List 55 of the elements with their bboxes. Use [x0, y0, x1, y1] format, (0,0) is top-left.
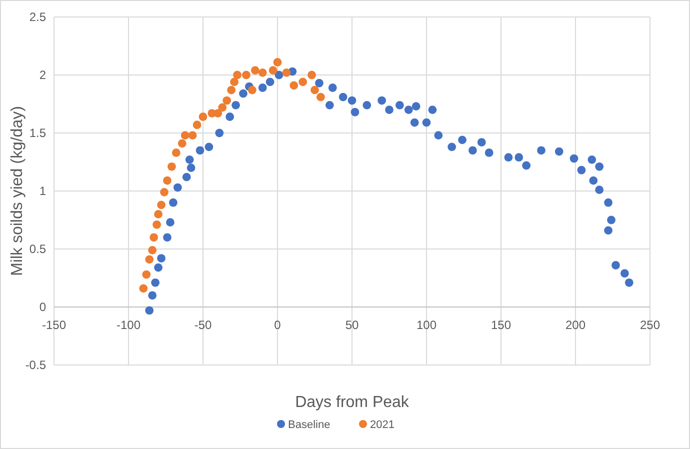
y-axis-title: Milk soilds yied (kg/day) [9, 106, 26, 276]
point [214, 109, 222, 118]
point [157, 200, 166, 210]
point [142, 270, 151, 279]
y-tick-label: 2 [39, 68, 46, 82]
point [230, 78, 238, 86]
point [298, 78, 308, 86]
point [258, 68, 267, 77]
y-tick-label: 2.5 [29, 10, 46, 24]
x-tick-label: 50 [345, 318, 359, 332]
x-tick-label: -150 [42, 318, 66, 332]
point [160, 188, 168, 196]
point [139, 284, 148, 293]
point [273, 58, 282, 66]
point [316, 92, 325, 102]
point [290, 81, 298, 90]
point [188, 131, 197, 140]
y-tick-label: 0.5 [29, 242, 46, 256]
point [152, 220, 162, 229]
point [180, 131, 190, 140]
point [178, 139, 186, 148]
point [242, 70, 250, 80]
point [192, 120, 202, 130]
point [154, 210, 162, 218]
legend-label: 2021 [370, 419, 394, 431]
point [227, 86, 236, 94]
point [250, 66, 260, 75]
point [268, 66, 278, 75]
point [172, 148, 180, 157]
x-tick-label: 200 [565, 318, 586, 332]
x-tick-label: -100 [116, 318, 141, 332]
point [150, 233, 158, 242]
point [222, 96, 232, 105]
point [282, 68, 291, 77]
point [148, 246, 157, 254]
legend-label: Baseline [288, 419, 330, 431]
point [198, 112, 208, 121]
x-tick-label: 250 [640, 318, 660, 332]
x-axis-title: Days from Peak [295, 394, 410, 411]
point [168, 162, 176, 171]
point [310, 86, 319, 94]
point [308, 70, 316, 80]
x-tick-label: 100 [416, 318, 437, 332]
x-tick-label: 150 [490, 318, 512, 332]
point [248, 86, 256, 94]
x-tick-label: -50 [194, 318, 212, 332]
y-tick-label: 0 [39, 300, 46, 314]
point [163, 176, 172, 185]
x-tick-label: 0 [274, 318, 282, 332]
point [218, 103, 227, 112]
point [145, 255, 154, 264]
y-tick-label: -0.5 [25, 358, 46, 372]
y-tick-label: 1.5 [29, 126, 46, 140]
y-tick-label: 1 [39, 184, 46, 198]
point [233, 70, 242, 80]
